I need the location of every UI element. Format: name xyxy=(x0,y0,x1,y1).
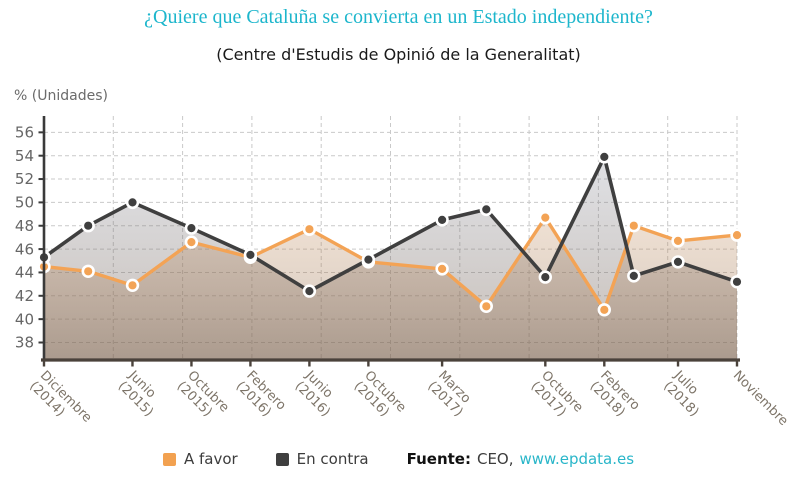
x-tick-label: Diciembre(2014) xyxy=(26,368,94,436)
x-tick-label: Febrero(2018) xyxy=(587,368,643,424)
x-tick-label: Octubre(2015) xyxy=(174,368,232,426)
a-favor-point-marker[interactable] xyxy=(184,235,199,249)
en-contra-point-marker[interactable] xyxy=(627,269,641,283)
source-label: Fuente: xyxy=(406,450,471,468)
y-tick-label: 48 xyxy=(15,217,34,235)
a-favor-area xyxy=(44,217,737,360)
a-favor-point-marker[interactable] xyxy=(81,264,95,278)
y-tick-label: 42 xyxy=(15,287,34,305)
a-favor-point-marker[interactable] xyxy=(627,219,641,233)
y-tick-label: 56 xyxy=(15,124,34,142)
en-contra-point-marker[interactable] xyxy=(243,248,258,262)
y-tick-label: 54 xyxy=(15,147,34,165)
en-contra-point-marker[interactable] xyxy=(361,252,376,267)
y-tick-label: 40 xyxy=(15,310,34,328)
en-contra-point-marker[interactable] xyxy=(538,270,552,284)
en-contra-point-marker[interactable] xyxy=(730,275,744,289)
legend-item-a-favor[interactable]: A favor xyxy=(162,450,238,468)
x-tick-label: Octubre(2016) xyxy=(351,368,409,426)
y-tick-label: 38 xyxy=(15,334,34,352)
en-contra-point-marker[interactable] xyxy=(435,213,449,227)
legend-label-en-contra: En contra xyxy=(296,450,369,468)
en-contra-line xyxy=(42,155,739,293)
a-favor-point-marker[interactable] xyxy=(435,262,449,276)
legend-item-en-contra[interactable]: En contra xyxy=(275,450,369,468)
a-favor-point-marker[interactable] xyxy=(597,303,611,317)
en-contra-point-marker[interactable] xyxy=(81,219,95,233)
a-favor-line xyxy=(42,215,739,312)
source-name: CEO, xyxy=(476,450,514,468)
legend-label-a-favor: A favor xyxy=(183,450,238,468)
en-contra-point-marker[interactable] xyxy=(597,150,611,164)
en-contra-point-marker[interactable] xyxy=(125,195,140,210)
en-contra-point-marker[interactable] xyxy=(479,202,493,217)
y-tick-label: 52 xyxy=(15,170,34,188)
x-tick-label: Julio(2018) xyxy=(660,367,712,419)
a-favor-point-marker[interactable] xyxy=(671,234,685,248)
en-contra-swatch-icon xyxy=(275,452,289,466)
chart-footer: A favor En contra Fuente: CEO, www.epdat… xyxy=(0,450,797,468)
en-contra-point-marker[interactable] xyxy=(184,221,199,235)
y-tick-label: 44 xyxy=(15,264,34,282)
a-favor-point-marker[interactable] xyxy=(302,222,317,236)
en-contra-point-marker[interactable] xyxy=(302,284,317,298)
a-favor-point-marker[interactable] xyxy=(125,278,140,292)
chart-title: ¿Quiere que Cataluña se convierta en un … xyxy=(144,6,653,28)
x-tick-label: Marzo(2017) xyxy=(424,368,476,420)
x-tick-label: Noviembre xyxy=(730,368,791,429)
x-tick-label: Junio(2016) xyxy=(291,367,343,419)
a-favor-point-marker[interactable] xyxy=(479,299,493,313)
source-link[interactable]: www.epdata.es xyxy=(519,450,635,468)
a-favor-point-marker[interactable] xyxy=(730,228,744,242)
y-tick-label: 46 xyxy=(15,240,34,258)
a-favor-swatch-icon xyxy=(162,452,176,466)
x-tick-label: Febrero(2016) xyxy=(233,368,289,424)
y-tick-label: 50 xyxy=(15,194,34,212)
en-contra-point-marker[interactable] xyxy=(671,255,685,269)
chart-subtitle: (Centre d'Estudis de Opinió de la Genera… xyxy=(216,45,581,64)
x-tick-label: Octubre(2017) xyxy=(528,368,586,426)
source-attribution: Fuente: CEO, www.epdata.es xyxy=(407,450,634,468)
y-axis-unit-label: % (Unidades) xyxy=(14,88,108,104)
x-tick-label: Junio(2015) xyxy=(114,367,166,419)
a-favor-point-marker[interactable] xyxy=(538,210,552,225)
